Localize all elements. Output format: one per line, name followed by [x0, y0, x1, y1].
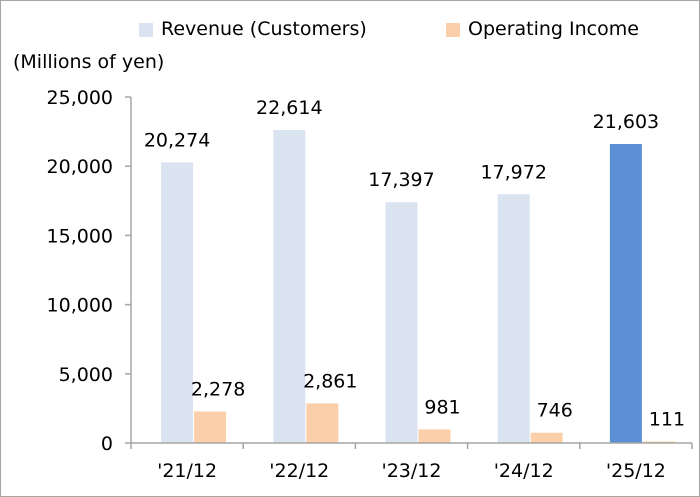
legend-swatch-revenue [139, 23, 153, 37]
data-label-revenue: 21,603 [593, 111, 659, 133]
data-label-operating-income: 2,861 [303, 370, 357, 392]
x-tick-label: '23/12 [382, 460, 442, 482]
x-tick-label: '21/12 [157, 460, 217, 482]
bar-revenue [385, 202, 418, 443]
y-tick-label: 5,000 [59, 364, 113, 386]
x-tick-label: '25/12 [606, 460, 666, 482]
legend-swatch-operating-income [446, 23, 460, 37]
data-label-revenue: 17,397 [368, 169, 434, 191]
data-label-operating-income: 981 [424, 396, 460, 418]
data-label-revenue: 17,972 [480, 161, 546, 183]
bar-operating-income [530, 432, 563, 443]
y-axis-unit-label: (Millions of yen) [13, 51, 164, 73]
data-label-revenue: 20,274 [144, 129, 210, 151]
y-tick-label: 20,000 [47, 156, 113, 178]
y-tick-label: 25,000 [47, 87, 113, 109]
bar-revenue [609, 144, 642, 444]
legend-label-revenue: Revenue (Customers) [161, 18, 367, 40]
x-tick-label: '24/12 [494, 460, 554, 482]
bar-operating-income [642, 441, 675, 443]
bar-operating-income [194, 411, 227, 443]
data-label-operating-income: 111 [649, 408, 685, 430]
data-label-operating-income: 2,278 [191, 378, 245, 400]
bar-revenue [161, 162, 194, 443]
y-tick-label: 0 [101, 433, 113, 455]
legend: Revenue (Customers) Operating Income [139, 18, 639, 40]
bar-operating-income [418, 429, 451, 443]
y-tick-label: 15,000 [47, 225, 113, 247]
data-label-revenue: 22,614 [256, 97, 322, 119]
bar-revenue [497, 194, 530, 443]
bar-operating-income [306, 403, 339, 443]
legend-label-operating-income: Operating Income [468, 18, 639, 40]
y-tick-label: 10,000 [47, 295, 113, 317]
x-tick-label: '22/12 [269, 460, 329, 482]
data-label-operating-income: 746 [537, 400, 573, 422]
bar-revenue [273, 130, 306, 443]
